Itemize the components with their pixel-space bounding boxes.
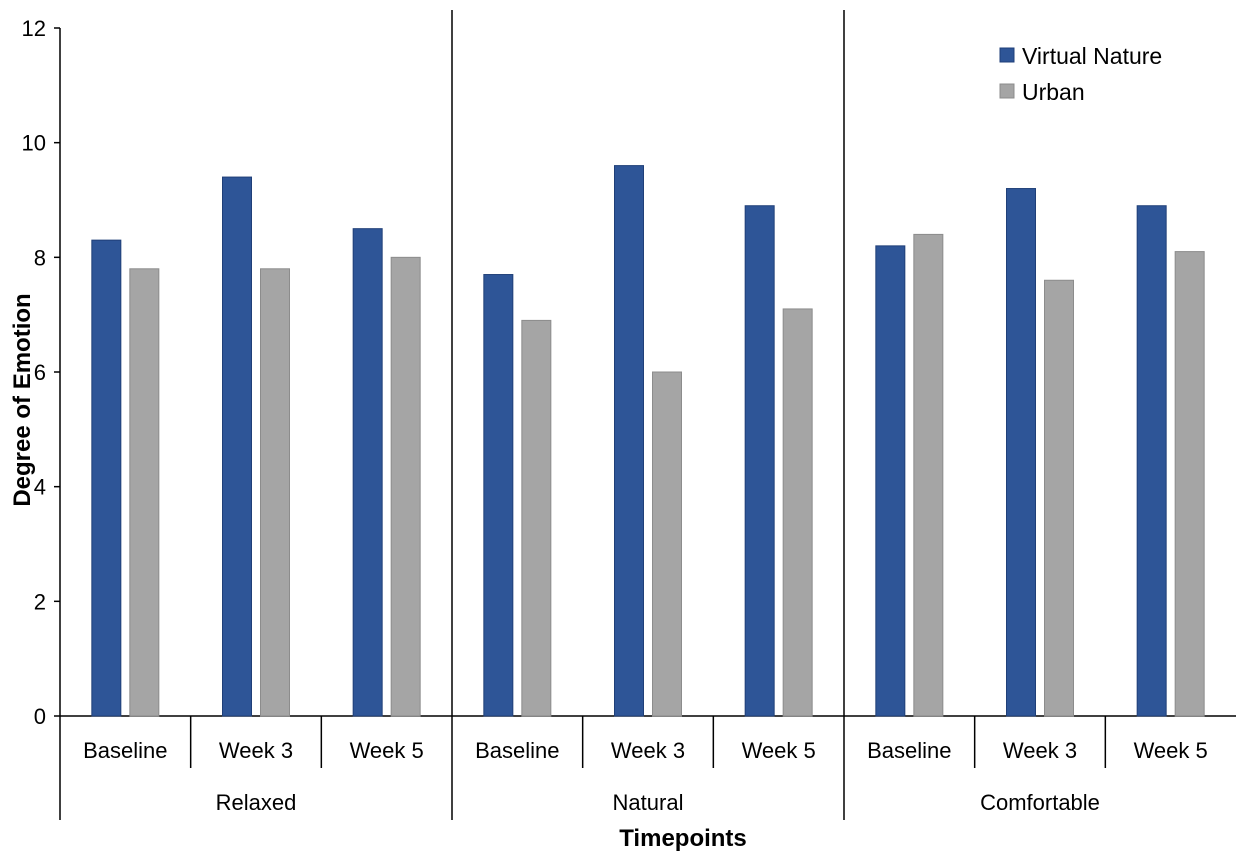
x-axis-title: Timepoints [619, 825, 747, 852]
bars [91, 165, 1205, 717]
bar-virtual-nature-relaxed-week-5 [352, 228, 383, 717]
bar-virtual-nature-natural-week-3 [614, 165, 644, 717]
bar-virtual-nature-natural-baseline [483, 274, 514, 717]
y-tick-label: 0 [34, 704, 46, 729]
group-label: Relaxed [216, 790, 297, 815]
category-label: Week 5 [1134, 738, 1208, 763]
legend-swatch-virtual-nature [999, 47, 1015, 63]
bar-urban-relaxed-baseline [129, 268, 160, 717]
bar-virtual-nature-comfortable-week-5 [1136, 205, 1167, 717]
y-tick-label: 8 [34, 245, 46, 270]
y-axis-title: Degree of Emotion [9, 293, 36, 506]
bar-urban-natural-week-3 [652, 371, 682, 717]
y-tick-label: 12 [22, 16, 46, 41]
category-label: Week 3 [1003, 738, 1077, 763]
y-tick-label: 2 [34, 589, 46, 614]
bar-urban-natural-week-5 [782, 308, 813, 717]
group-label: Natural [613, 790, 684, 815]
bar-virtual-nature-natural-week-5 [744, 205, 775, 717]
category-label: Week 5 [742, 738, 816, 763]
category-label: Week 3 [611, 738, 685, 763]
y-tick-label: 4 [34, 475, 46, 500]
legend: Virtual Nature Urban [999, 43, 1162, 105]
bar-urban-comfortable-baseline [913, 233, 944, 717]
bar-virtual-nature-relaxed-baseline [91, 239, 122, 717]
legend-swatch-urban [999, 83, 1015, 99]
y-tick-label: 10 [22, 131, 46, 156]
bar-virtual-nature-comfortable-week-3 [1006, 188, 1036, 717]
category-label: Baseline [867, 738, 951, 763]
legend-label-urban: Urban [1022, 79, 1085, 105]
category-label: Week 5 [350, 738, 424, 763]
labels: 0 2 4 6 8 10 12 Baseline Week 3 Week 5 Relaxed Base… [22, 16, 1208, 815]
bar-virtual-nature-relaxed-week-3 [222, 176, 252, 717]
category-label: Baseline [475, 738, 559, 763]
legend-label-virtual-nature: Virtual Nature [1022, 43, 1162, 69]
bar-urban-relaxed-week-3 [260, 268, 290, 717]
bar-urban-relaxed-week-5 [390, 256, 421, 717]
bar-urban-comfortable-week-5 [1174, 251, 1205, 717]
bar-urban-comfortable-week-3 [1044, 279, 1074, 717]
bar-urban-natural-baseline [521, 319, 552, 717]
y-tick-label: 6 [34, 360, 46, 385]
axes [54, 10, 1236, 820]
group-label: Comfortable [980, 790, 1100, 815]
category-label: Baseline [83, 738, 167, 763]
bar-virtual-nature-comfortable-baseline [875, 245, 906, 717]
category-label: Week 3 [219, 738, 293, 763]
